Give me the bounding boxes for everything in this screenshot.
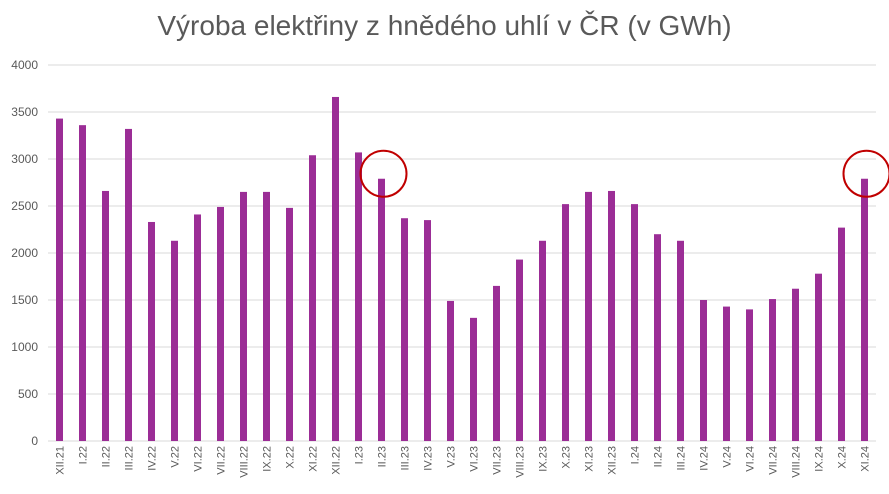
y-tick-label: 4000	[11, 58, 38, 72]
x-tick-label: II.23	[377, 446, 389, 467]
highlight-circle	[359, 149, 408, 198]
x-tick-label: V.23	[446, 446, 458, 468]
x-tick-label: XII.21	[55, 446, 67, 475]
bar-vi-22	[194, 214, 201, 441]
x-tick-label: II.22	[101, 446, 113, 467]
highlight-markers	[359, 149, 889, 198]
x-tick-label: I.23	[354, 446, 366, 464]
bar-xii-22	[332, 96, 339, 442]
bar-vi-23	[470, 317, 477, 441]
bar-i-23	[355, 152, 362, 442]
y-tick-label: 3500	[11, 105, 38, 119]
chart-title: Výroba elektřiny z hnědého uhlí v ČR (v …	[157, 10, 732, 41]
bars	[56, 96, 868, 442]
bar-xii-21	[56, 118, 63, 441]
x-tick-label: X.22	[285, 446, 297, 469]
bar-x-23	[562, 204, 569, 441]
x-tick-label: IV.23	[423, 446, 435, 471]
y-tick-label: 0	[31, 434, 38, 448]
bar-ix-23	[539, 240, 546, 441]
bar-iii-24	[677, 240, 684, 441]
x-tick-label: VIII.23	[515, 446, 527, 478]
y-tick-label: 1000	[11, 340, 38, 354]
bar-xi-24	[861, 178, 868, 442]
bar-v-23	[447, 300, 454, 441]
bar-iii-23	[401, 218, 408, 441]
x-tick-label: XI.23	[584, 446, 596, 472]
bar-vii-24	[769, 299, 776, 441]
x-tick-label: X.24	[837, 446, 849, 469]
x-tick-label: VI.24	[745, 446, 757, 472]
bar-viii-23	[516, 259, 523, 441]
bar-xi-22	[309, 155, 316, 442]
bar-ii-22	[102, 190, 109, 441]
x-axis-ticks: XII.21 I.22 II.22 III.22 IV.22 V.22 VI.22 VII.2…	[55, 446, 872, 478]
x-tick-label: V.22	[170, 446, 182, 468]
bar-x-24	[838, 227, 845, 441]
x-tick-label: XI.24	[860, 446, 872, 472]
x-tick-label: XII.23	[607, 446, 619, 475]
bar-iv-22	[148, 221, 155, 441]
x-tick-label: XI.22	[308, 446, 320, 472]
y-tick-label: 2500	[11, 199, 38, 213]
x-tick-label: X.23	[561, 446, 573, 469]
bar-vii-23	[493, 285, 500, 441]
x-tick-label: IX.23	[538, 446, 550, 472]
x-tick-label: V.24	[722, 446, 734, 468]
bar-viii-24	[792, 288, 799, 441]
x-tick-label: VI.23	[469, 446, 481, 472]
x-tick-label: III.23	[400, 446, 412, 470]
x-tick-label: VII.22	[216, 446, 228, 475]
bar-ix-22	[263, 191, 270, 441]
bar-i-22	[79, 125, 86, 441]
bar-iv-23	[424, 220, 431, 441]
bar-viii-22	[240, 191, 247, 441]
y-axis-ticks: 0 500 1000 1500 2000 2500 3000 3500 4000	[11, 58, 38, 448]
x-tick-label: VII.24	[768, 446, 780, 475]
bar-i-24	[631, 204, 638, 441]
bar-vi-24	[746, 309, 753, 441]
bar-ix-24	[815, 273, 822, 441]
y-tick-label: 2000	[11, 246, 38, 260]
bar-xii-23	[608, 190, 615, 441]
x-tick-label: I.24	[630, 446, 642, 464]
x-tick-label: IV.22	[147, 446, 159, 471]
x-tick-label: IX.22	[262, 446, 274, 472]
x-tick-label: I.22	[78, 446, 90, 464]
y-tick-label: 500	[18, 387, 38, 401]
x-tick-label: VI.22	[193, 446, 205, 472]
bar-iv-24	[700, 300, 707, 441]
bar-v-22	[171, 240, 178, 441]
bar-v-24	[723, 306, 730, 441]
bar-vii-22	[217, 206, 224, 441]
bar-xi-23	[585, 191, 592, 441]
x-tick-label: IX.24	[814, 446, 826, 472]
gridlines	[48, 64, 876, 442]
x-tick-label: II.24	[653, 446, 665, 467]
x-tick-label: VII.23	[492, 446, 504, 475]
x-tick-label: VIII.24	[791, 446, 803, 478]
bar-ii-23	[378, 178, 385, 442]
bar-ii-24	[654, 234, 661, 441]
x-tick-label: IV.24	[699, 446, 711, 471]
bar-x-22	[286, 207, 293, 441]
y-tick-label: 1500	[11, 293, 38, 307]
highlight-circle	[842, 149, 889, 198]
x-tick-label: VIII.22	[239, 446, 251, 478]
x-tick-label: XII.22	[331, 446, 343, 475]
x-tick-label: III.24	[676, 446, 688, 470]
bar-iii-22	[125, 128, 132, 442]
y-tick-label: 3000	[11, 152, 38, 166]
x-tick-label: III.22	[124, 446, 136, 470]
